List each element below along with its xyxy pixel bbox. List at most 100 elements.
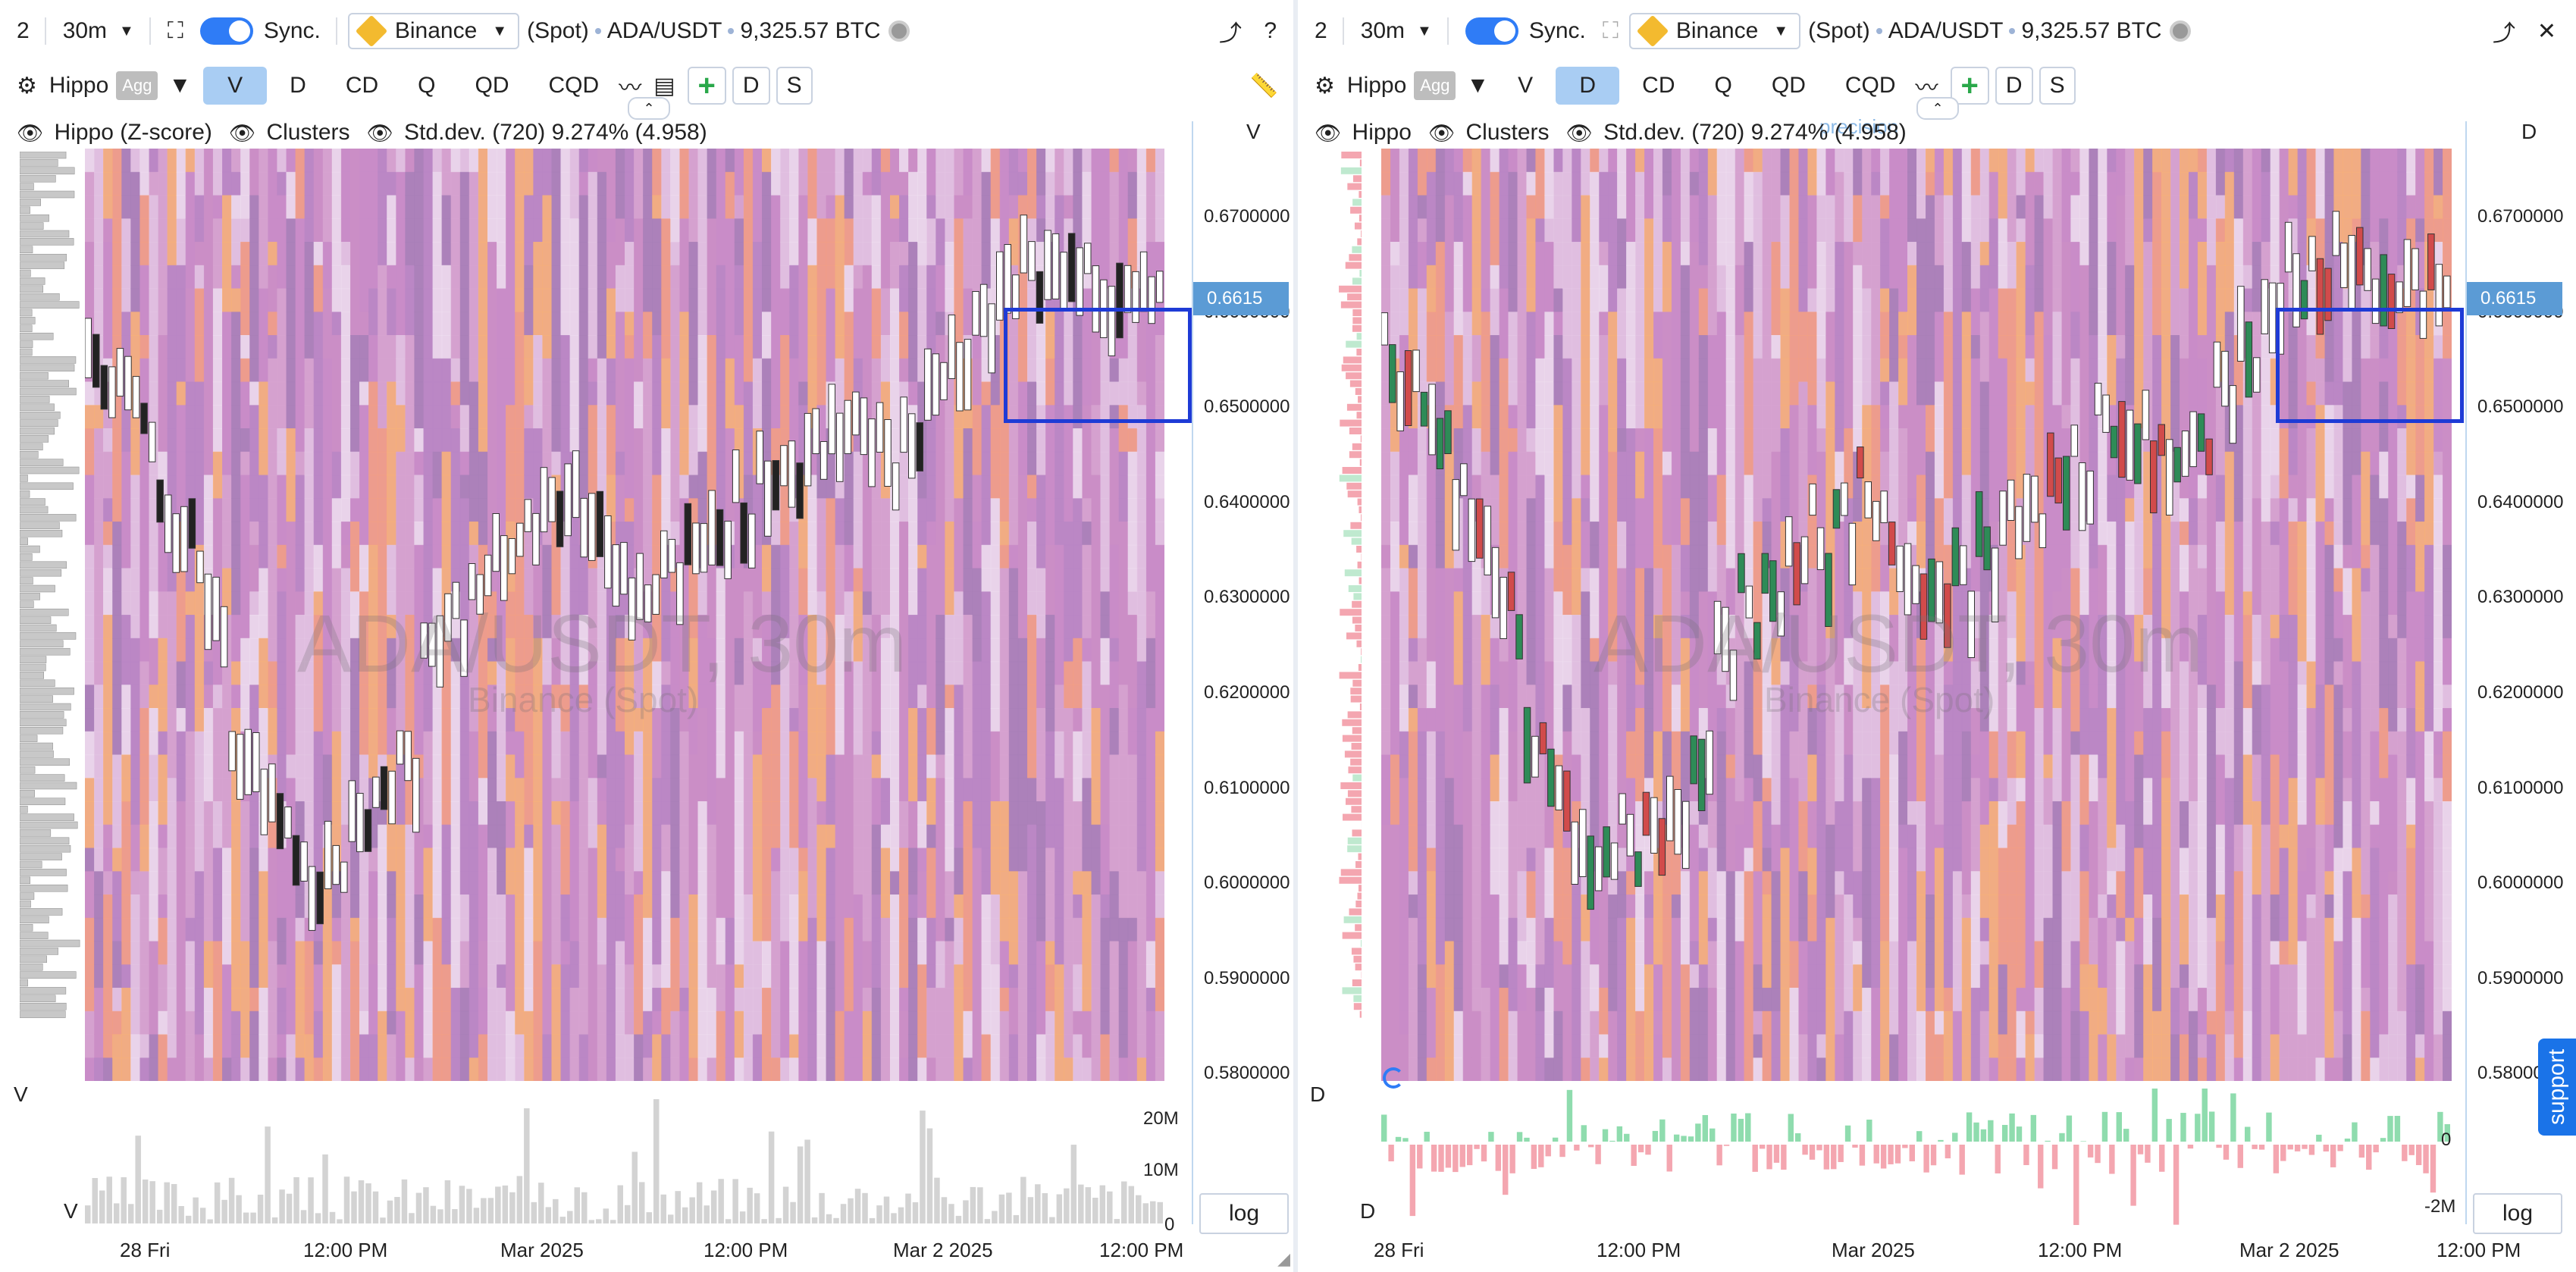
collapse-chevron-icon[interactable]: ⌃ [628,97,670,120]
sync-toggle[interactable] [1465,17,1518,45]
ruler-icon[interactable]: 📏 [1249,73,1278,99]
tab-cqd[interactable]: CQD [1844,73,1896,98]
tab-d[interactable]: D [1556,67,1620,105]
indicator-name[interactable]: Hippo [49,73,109,98]
tab-v[interactable]: V [1518,73,1534,98]
gear-icon[interactable]: ⚙ [1315,73,1335,99]
share-icon[interactable]: ⤴ [1219,21,1242,46]
separator [149,17,151,45]
timeframe-label: 30m [1360,18,1406,43]
watermark-title: ADA/USDT, 30m [1594,597,2204,689]
time-tick-label: 12:00 PM [1099,1239,1184,1261]
sync-label: Sync. [1528,18,1586,43]
pair-label[interactable]: ADA/USDT [1888,18,2004,43]
d-button[interactable]: D [1995,67,2033,105]
binance-logo-icon [1636,14,1669,48]
sync-toggle[interactable] [199,17,253,45]
separator [44,17,46,45]
chevron-down-icon: ▼ [119,22,134,39]
tab-qd[interactable]: QD [1771,73,1806,98]
tab-d[interactable]: D [290,73,306,98]
tab-q[interactable]: Q [418,73,436,98]
selection-box[interactable] [2276,308,2464,423]
heatmap-svg [1381,149,2452,1081]
pair-label[interactable]: ADA/USDT [606,18,722,43]
line-chart-icon[interactable]: 〰 [619,76,642,101]
time-tick-label: 28 Fri [1374,1239,1424,1261]
eye-icon[interactable]: 👁 [1565,121,1594,145]
document-icon[interactable]: ▤ [653,73,675,99]
screenshot-icon[interactable]: ⛶ [1602,18,1619,43]
support-label: support [2544,1048,2570,1126]
price-tick-label: 0.5900000 [2477,967,2564,988]
legend-hippo: Hippo [1352,120,1412,145]
eye-icon[interactable]: 👁 [228,121,256,145]
legend-stddev: Std.dev. (720) 9.274% (4.958) [404,120,707,145]
collapse-chevron-icon[interactable]: ⌃ [1916,97,1959,120]
heatmap-svg [85,149,1164,1081]
indicator-toolbar: ⚙ Hippo Agg ▼ V D CD Q QD CQD 〰 ▤ + D S … [0,62,1293,109]
screenshot-icon[interactable]: ⛶ [167,18,183,43]
log-scale-button[interactable]: log [2473,1193,2562,1234]
sync-label: Sync. [263,18,321,43]
selection-box[interactable] [1004,308,1192,423]
eye-icon[interactable]: 👁 [366,121,394,145]
log-scale-button[interactable]: log [1199,1193,1289,1234]
indicator-toolbar: ⚙ Hippo Agg ▼ V D CD Q QD CQD 〰 + D S [1298,62,2576,109]
s-button[interactable]: S [776,67,813,105]
line-chart-icon[interactable]: 〰 [1915,76,1938,101]
time-tick-label: 12:00 PM [2437,1239,2521,1261]
volume-label: 9,325.57 BTC [2021,18,2162,43]
time-axis[interactable]: 28 Fri 12:00 PM Mar 2025 12:00 PM Mar 2 2025… [0,1239,1293,1269]
tab-q[interactable]: Q [1714,73,1732,98]
exchange-select[interactable]: Binance ▼ [347,13,520,49]
s-button[interactable]: S [2039,67,2076,105]
tab-qd[interactable]: QD [475,73,509,98]
tab-cd[interactable]: CD [345,73,379,98]
chevron-down-icon: ▼ [492,22,508,39]
timeframe-select[interactable]: 30m ▼ [1361,18,1432,44]
filter-icon[interactable]: ▼ [1466,73,1490,98]
delta-tick: -2M [2424,1196,2456,1217]
status-indicator-icon [888,20,910,42]
legend-clusters: Clusters [1465,120,1550,145]
tab-cd[interactable]: CD [1642,73,1675,98]
time-tick-label: 12:00 PM [704,1239,788,1261]
heatmap-chart[interactable]: ADA/USDT, 30m Binance (Spot) [1381,149,2452,1081]
bottom-panel-label: D [1360,1199,1376,1223]
volume-bars [85,1099,1163,1223]
price-tick-label: 0.6100000 [1204,777,1290,798]
filter-icon[interactable]: ▼ [168,73,192,98]
agg-badge[interactable]: Agg [116,71,158,100]
add-indicator-button[interactable]: + [687,67,726,105]
indicator-name[interactable]: Hippo [1346,73,1407,98]
help-icon[interactable]: ? [1264,18,1277,43]
timeframe-select[interactable]: 30m ▼ [63,18,134,44]
close-icon[interactable]: ✕ [2537,18,2556,44]
eye-icon[interactable]: 👁 [17,121,44,145]
agg-badge[interactable]: Agg [1414,71,1456,100]
layout-number[interactable]: 2 [17,18,30,43]
layout-number[interactable]: 2 [1315,18,1327,43]
time-tick-label: 12:00 PM [1597,1239,1681,1261]
add-indicator-button[interactable]: + [1950,67,1989,105]
heatmap-chart[interactable]: ADA/USDT, 30m Binance (Spot) [85,149,1164,1081]
gear-icon[interactable]: ⚙ [17,73,37,99]
eye-icon[interactable]: 👁 [1315,121,1342,145]
delta-axis-label: D [1310,1082,1326,1106]
price-tick-label: 0.6300000 [2477,587,2564,608]
resize-handle-icon[interactable]: ◢ [1277,1249,1290,1268]
delta-tick: 0 [2441,1129,2452,1150]
d-button[interactable]: D [732,67,770,105]
price-axis[interactable]: 0.67000000.66000000.65000000.64000000.63… [1204,0,1290,1272]
tab-v[interactable]: V [203,67,268,105]
current-price-tag: 0.6615 [1193,282,1289,315]
tab-cqd[interactable]: CQD [548,73,600,98]
separator-dot [594,28,601,34]
eye-icon[interactable]: 👁 [1427,121,1456,145]
support-button[interactable]: support [2538,1039,2576,1136]
panel-divider[interactable] [1293,0,1298,1272]
share-icon[interactable]: ⤴ [2493,21,2515,46]
time-axis[interactable]: 28 Fri 12:00 PM Mar 2025 12:00 PM Mar 2 2025… [1298,1239,2576,1269]
exchange-select[interactable]: Binance ▼ [1628,13,1801,49]
